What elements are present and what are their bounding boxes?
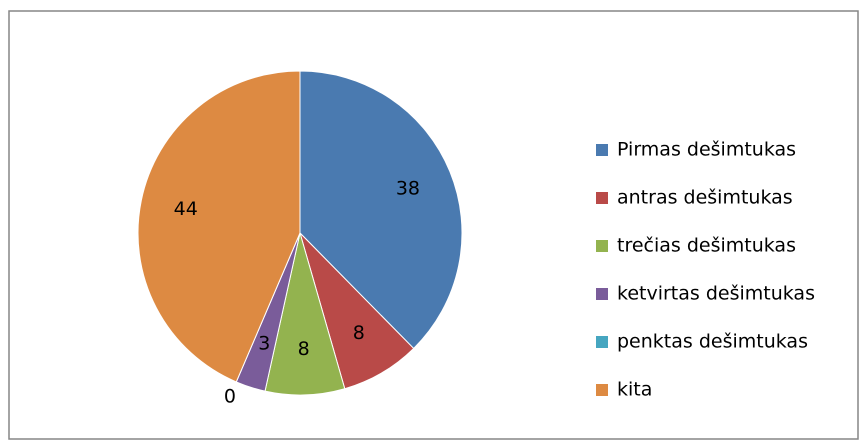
legend-label: penktas dešimtukas — [617, 331, 808, 353]
data-label: 3 — [258, 333, 270, 355]
legend-label: kita — [617, 379, 652, 401]
pie-slice — [137, 70, 301, 383]
legend-swatch — [596, 288, 608, 300]
data-label: 8 — [298, 338, 310, 360]
legend-label: Pirmas dešimtukas — [617, 139, 796, 161]
legend-swatch — [596, 144, 608, 156]
legend-swatch — [596, 336, 608, 348]
pie-slice — [299, 70, 463, 350]
data-label: 0 — [224, 385, 236, 407]
legend-label: trečias dešimtukas — [617, 235, 796, 257]
data-label: 44 — [174, 198, 198, 220]
data-label: 8 — [353, 322, 365, 344]
legend-swatch — [596, 192, 608, 204]
legend-swatch — [596, 384, 608, 396]
legend-label: antras dešimtukas — [617, 187, 793, 209]
data-label: 38 — [396, 177, 420, 199]
legend-label: ketvirtas dešimtukas — [617, 283, 815, 305]
legend-swatch — [596, 240, 608, 252]
